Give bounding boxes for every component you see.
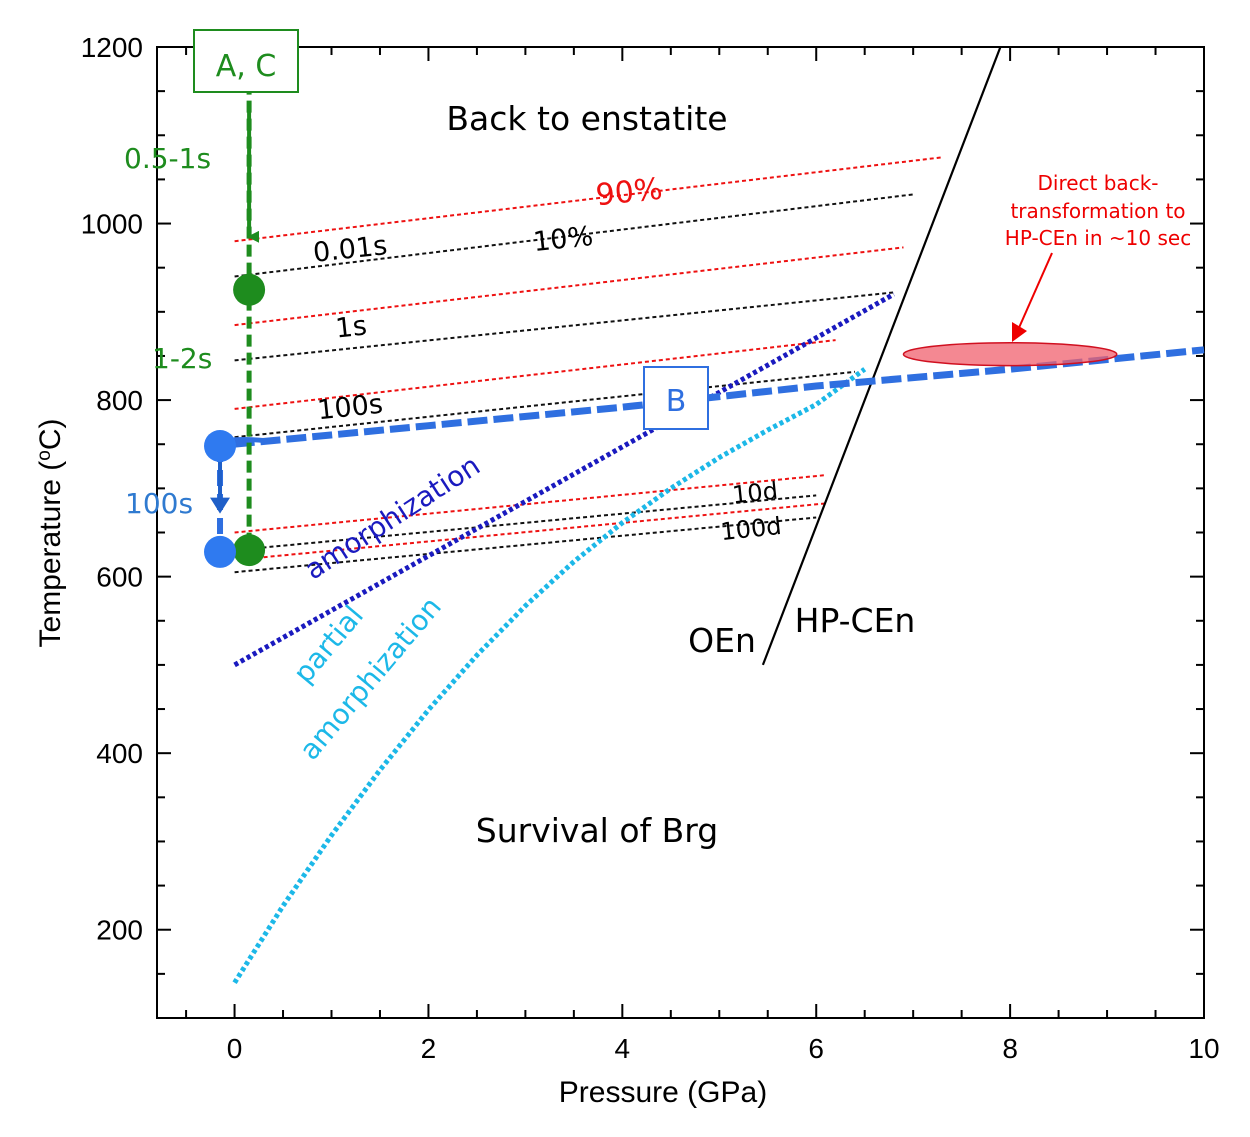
x-tick-label: 6 (808, 1033, 824, 1064)
y-tick-label: 200 (96, 915, 143, 946)
path-ac-point (233, 273, 266, 306)
label-amorphization: amorphization (299, 449, 486, 587)
back-transformation-line (234, 346, 1205, 448)
back-transformation-ellipse (902, 341, 1118, 367)
isochron-line (234, 516, 817, 574)
x-tick-label: 4 (615, 1033, 631, 1064)
annotation-line-2: transformation to (1010, 199, 1185, 223)
phase-boundary-line (761, 46, 1002, 666)
path-b-point (204, 429, 237, 462)
annotation-arrowhead (1012, 322, 1027, 342)
isochron-line (234, 291, 894, 362)
path-b-label: B (666, 384, 687, 419)
path-b-point (204, 535, 237, 568)
y-axis-title-main: Temperature ( (34, 461, 67, 648)
x-tick-label: 10 (1188, 1033, 1219, 1064)
y-tick-label: 1200 (81, 32, 143, 63)
isochron-line (234, 246, 904, 327)
label-10-percent: 10% (532, 221, 595, 258)
annotation-arrow (1017, 252, 1053, 331)
y-axis-title-end: C) (34, 419, 67, 451)
label-100s: 100s (316, 389, 384, 427)
y-axis-title: Temperature (oC) (34, 419, 68, 648)
isochron-line (263, 502, 826, 559)
label-90-percent: 90% (594, 172, 664, 214)
y-tick-label: 800 (96, 385, 143, 416)
annotation-line-1: Direct back- (1038, 171, 1159, 195)
label-0.01s: 0.01s (312, 230, 389, 269)
isochron-line (234, 494, 817, 552)
isochron-line (234, 370, 856, 439)
label-10d: 10d (731, 477, 779, 510)
region-survival-of-brg: Survival of Brg (476, 811, 718, 850)
x-tick-label: 2 (421, 1033, 437, 1064)
y-axis-title-sup: o (34, 450, 55, 461)
path-ac-point (233, 534, 266, 567)
y-tick-label: 1000 (81, 209, 143, 240)
label-hp-cen: HP-CEn (795, 601, 916, 640)
x-axis-title: Pressure (GPa) (559, 1076, 767, 1109)
isochron-line (234, 193, 914, 278)
axis-ticks: 0 2 4 6 8 10 200 400 600 800 1000 1200 (81, 32, 1220, 1064)
partial-amorphization-line (232, 367, 867, 985)
isochron-line (234, 339, 836, 410)
label-1s: 1s (334, 310, 368, 344)
amorphization-line (233, 292, 896, 668)
label-0.5-1s: 0.5-1s (124, 142, 211, 175)
x-tick-label: 0 (227, 1033, 243, 1064)
x-tick-label: 8 (1002, 1033, 1018, 1064)
isochron-lines (234, 156, 943, 574)
annotation-line-3: HP-CEn in ~10 sec (1005, 226, 1191, 250)
y-tick-label: 400 (96, 738, 143, 769)
label-oen: OEn (688, 621, 756, 660)
y-tick-label: 600 (96, 562, 143, 593)
isochron-line (234, 474, 826, 534)
path-b-arrowhead (210, 497, 231, 514)
label-1-2s: 1-2s (152, 342, 212, 375)
path-ac-label: A, C (216, 49, 277, 84)
region-back-to-enstatite: Back to enstatite (446, 99, 727, 138)
label-100s-b: 100s (125, 487, 193, 520)
label-box-b (643, 366, 709, 430)
label-box-ac (193, 29, 299, 93)
label-100d: 100d (719, 512, 783, 546)
